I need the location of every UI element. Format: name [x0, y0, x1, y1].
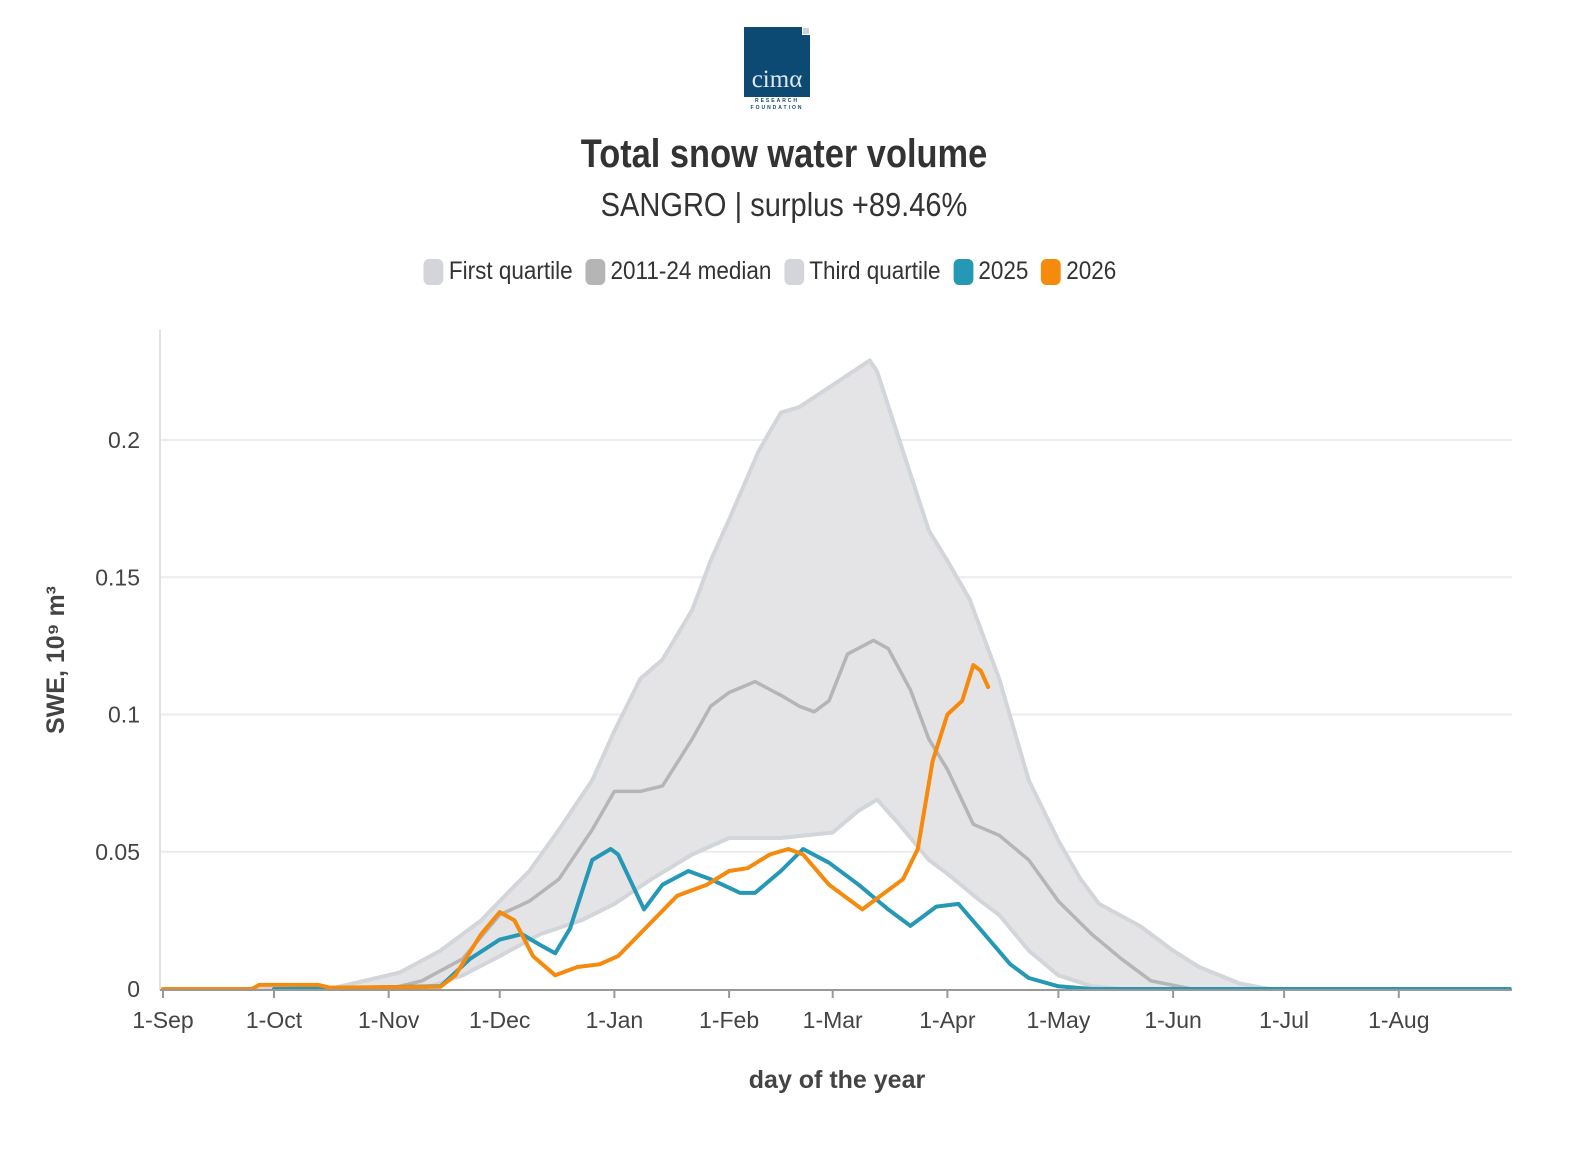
y-tick-label: 0.2 [108, 427, 140, 453]
legend: First quartile 2011-24 median Third quar… [77, 257, 1463, 286]
legend-item-third-quartile[interactable]: Third quartile [784, 257, 941, 286]
logo-line1: RESEARCH [754, 98, 800, 104]
x-tick-label: 1-May [1026, 1007, 1090, 1033]
x-tick-label: 1-Aug [1368, 1007, 1429, 1033]
x-tick-label: 1-Oct [246, 1007, 303, 1033]
legend-item-2026[interactable]: 2026 [1041, 257, 1116, 286]
first-quartile-line [163, 797, 1510, 991]
third-quartile-line [163, 358, 1510, 991]
legend-swatch [784, 258, 804, 285]
y-tick-label: 0 [127, 976, 140, 1002]
legend-item-first-quartile[interactable]: First quartile [423, 257, 573, 286]
legend-label: Third quartile [809, 257, 941, 285]
y-tick-label: 0.05 [95, 839, 140, 865]
x-tick-label: 1-Dec [469, 1007, 530, 1033]
series-line-2025 [272, 847, 1512, 991]
x-axis-label: day of the year [749, 1066, 926, 1094]
series-line-2026 [161, 663, 991, 991]
interquartile-band [163, 360, 1510, 989]
legend-label: 2026 [1066, 257, 1117, 285]
legend-label: 2025 [978, 257, 1029, 285]
legend-swatch [423, 258, 444, 285]
y-axis-label: SWE, 10⁹ m³ [42, 586, 70, 734]
legend-swatch [953, 258, 973, 285]
legend-label: 2011-24 median [610, 257, 772, 285]
x-tick-label: 1-Jan [586, 1007, 644, 1033]
x-tick-label: 1-Sep [132, 1007, 193, 1033]
x-tick-label: 1-Apr [919, 1007, 976, 1033]
x-tick-label: 1-Jul [1259, 1007, 1309, 1033]
chart-title: Total snow water volume [580, 132, 988, 176]
y-tick-label: 0.1 [108, 702, 140, 728]
logo-line2: FOUNDATION [750, 105, 804, 111]
legend-swatch [585, 258, 606, 285]
logo-word: cimα [751, 66, 803, 93]
cima-logo: cimα RESEARCH FOUNDATION [744, 27, 810, 111]
x-tick-label: 1-Nov [358, 1007, 420, 1033]
x-tick-label: 1-Jun [1144, 1007, 1202, 1033]
series-line-2011-24-median [386, 638, 1194, 991]
y-tick-label: 0.15 [95, 564, 140, 590]
legend-item-median[interactable]: 2011-24 median [585, 257, 771, 286]
legend-label: First quartile [448, 257, 573, 285]
legend-item-2025[interactable]: 2025 [953, 257, 1028, 286]
x-tick-label: 1-Feb [699, 1007, 759, 1033]
legend-swatch [1041, 258, 1061, 285]
x-tick-label: 1-Mar [803, 1007, 863, 1033]
chart-subtitle: SANGRO | surplus +89.46% [600, 186, 968, 223]
